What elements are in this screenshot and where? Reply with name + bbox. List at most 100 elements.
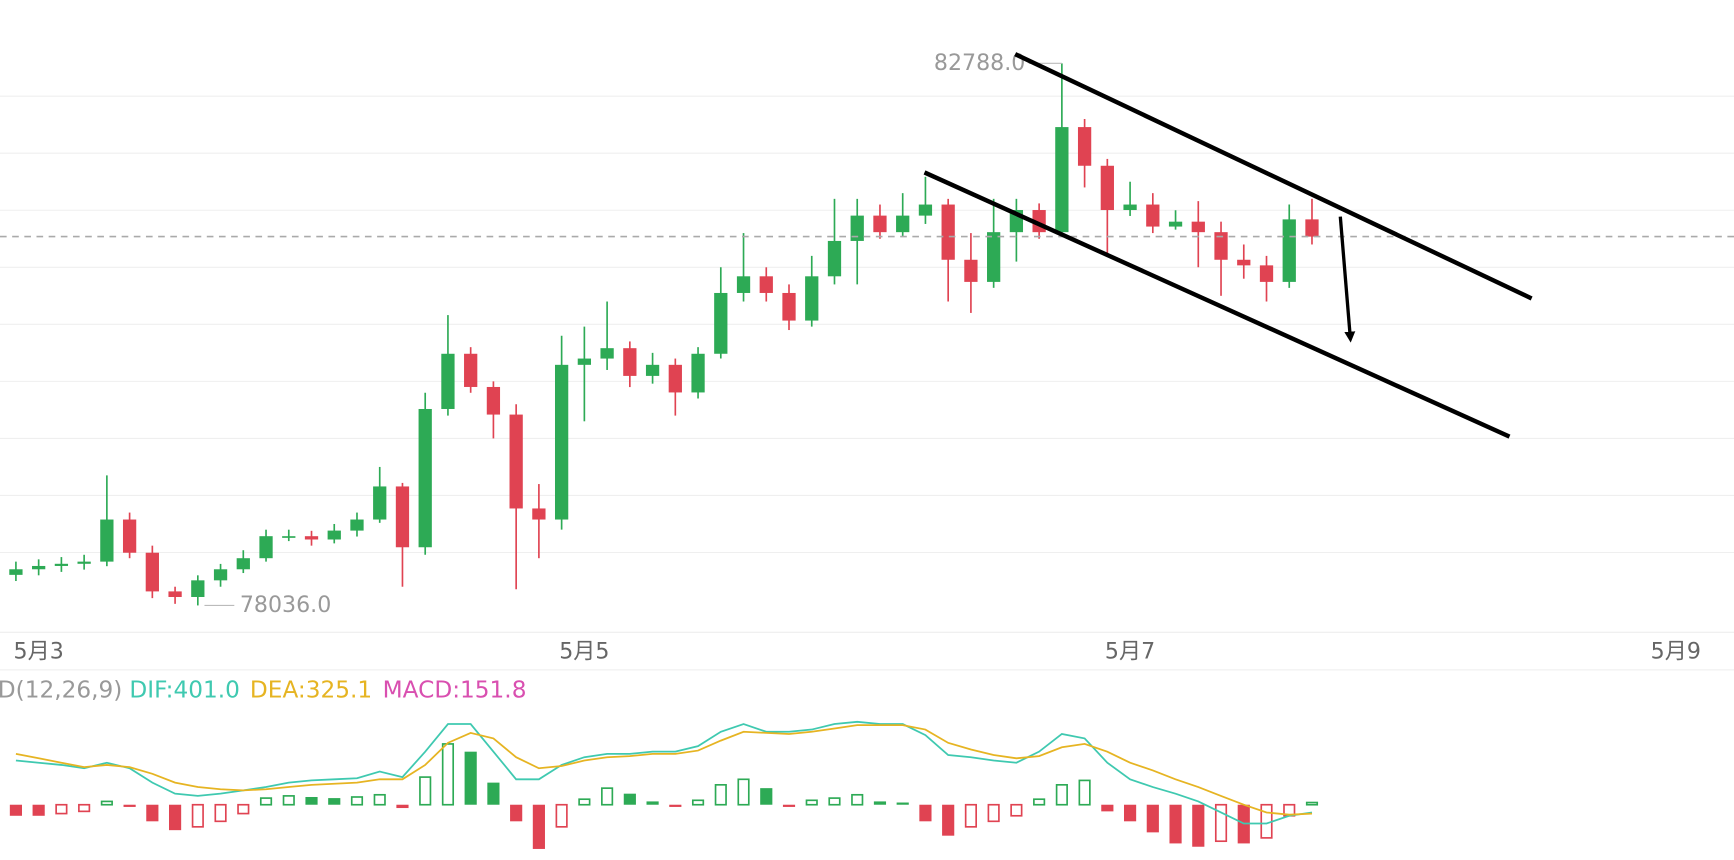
macd-bar	[1305, 801, 1319, 806]
candle-body	[1123, 204, 1137, 211]
macd-bar	[782, 804, 796, 807]
macd-bar	[805, 799, 818, 806]
macd-bar	[373, 793, 386, 806]
candle-body	[645, 364, 660, 376]
arrow	[1338, 216, 1356, 343]
macd-bar	[32, 804, 45, 816]
candle-body	[395, 486, 410, 548]
macd-bar	[964, 803, 977, 828]
candle-body	[1214, 232, 1228, 260]
macd-bar	[896, 802, 909, 805]
candle-body	[1259, 265, 1274, 282]
macd-bar	[1169, 804, 1182, 844]
candle-body	[145, 552, 159, 592]
macd-bar	[646, 801, 659, 805]
macd-bar	[987, 803, 1000, 823]
dif-line	[15, 720, 1313, 825]
macd-bar	[919, 804, 932, 822]
candle-body	[714, 292, 728, 354]
macd-bar	[350, 796, 364, 806]
candle-body	[9, 569, 23, 575]
candle-body	[850, 215, 864, 241]
macd-bar	[532, 804, 545, 849]
macd-bar	[237, 803, 250, 815]
candle-body	[373, 486, 387, 520]
macd-bar	[441, 743, 455, 806]
low-label: 78036.0	[240, 592, 331, 618]
macd-bar	[214, 803, 227, 823]
macd-bar	[1055, 784, 1068, 806]
candle-body	[918, 204, 933, 216]
candle-body	[782, 292, 796, 321]
macd-bar	[9, 804, 22, 816]
macd-bar	[464, 751, 477, 805]
candle-body	[554, 364, 569, 520]
macd-bar	[1192, 804, 1205, 847]
candle-body	[1191, 221, 1205, 233]
macd-bar	[760, 788, 773, 805]
candle-body	[327, 530, 341, 540]
candle-body	[418, 408, 432, 548]
macd-bar	[601, 787, 614, 806]
candle-body	[1100, 165, 1114, 211]
candle-body	[805, 276, 819, 321]
macd-bar	[1101, 804, 1114, 812]
candle-body	[941, 204, 955, 260]
macd-bar	[487, 782, 500, 805]
macd-bar	[942, 804, 955, 836]
macd-bar	[100, 800, 113, 806]
candle-body	[282, 536, 296, 538]
macd-bar	[1214, 803, 1228, 843]
candle-body	[827, 240, 842, 277]
macd-bar	[510, 804, 523, 822]
macd-bar	[623, 793, 636, 805]
macd-bar	[714, 784, 727, 806]
candle-body	[100, 519, 114, 562]
candle-body	[1237, 259, 1251, 266]
x-tick-label: 5月9	[1651, 639, 1701, 665]
dea-line	[15, 724, 1313, 816]
candle-body	[1282, 219, 1296, 282]
x-tick-label: 5月5	[559, 639, 609, 665]
candle-body	[577, 358, 592, 365]
macd-bar	[1123, 804, 1137, 822]
macd-bar	[828, 797, 841, 806]
macd-bar	[259, 797, 273, 806]
candle-body	[486, 386, 501, 415]
macd-bar	[78, 803, 91, 813]
candle-body	[1168, 221, 1183, 227]
macd-bar	[169, 804, 182, 831]
macd-legend: D(12,26,9)	[0, 676, 122, 703]
high-label: 82788.0	[934, 50, 1025, 76]
candle-body	[1146, 204, 1160, 227]
candle-body	[236, 558, 250, 570]
candle-body	[32, 565, 46, 570]
macd-bar	[419, 776, 432, 806]
macd-bar	[851, 793, 864, 806]
candle-body	[464, 353, 478, 387]
candle-body	[964, 259, 978, 282]
macd-bar	[123, 804, 136, 807]
candle-body	[441, 353, 455, 409]
candle-body	[896, 215, 910, 233]
candle-body	[304, 536, 319, 540]
candle-body	[259, 536, 273, 559]
trend-line-upper	[1014, 52, 1533, 301]
macd-legend: DIF:401.0	[129, 676, 240, 703]
macd-bar	[1146, 804, 1159, 833]
macd-bar	[691, 799, 705, 806]
candle-body	[668, 364, 682, 393]
candle-body	[691, 353, 705, 393]
candle-body	[1055, 127, 1069, 233]
candle-body	[1077, 127, 1092, 166]
candle-body	[759, 276, 773, 293]
x-tick-label: 5月3	[14, 639, 64, 665]
macd-bar	[555, 803, 568, 828]
macd-bar	[873, 801, 887, 805]
candle-body	[191, 580, 205, 597]
macd-bar	[1078, 779, 1091, 806]
trend-line-lower	[923, 170, 1511, 439]
macd-bar	[669, 804, 682, 807]
candle-body	[213, 569, 228, 581]
